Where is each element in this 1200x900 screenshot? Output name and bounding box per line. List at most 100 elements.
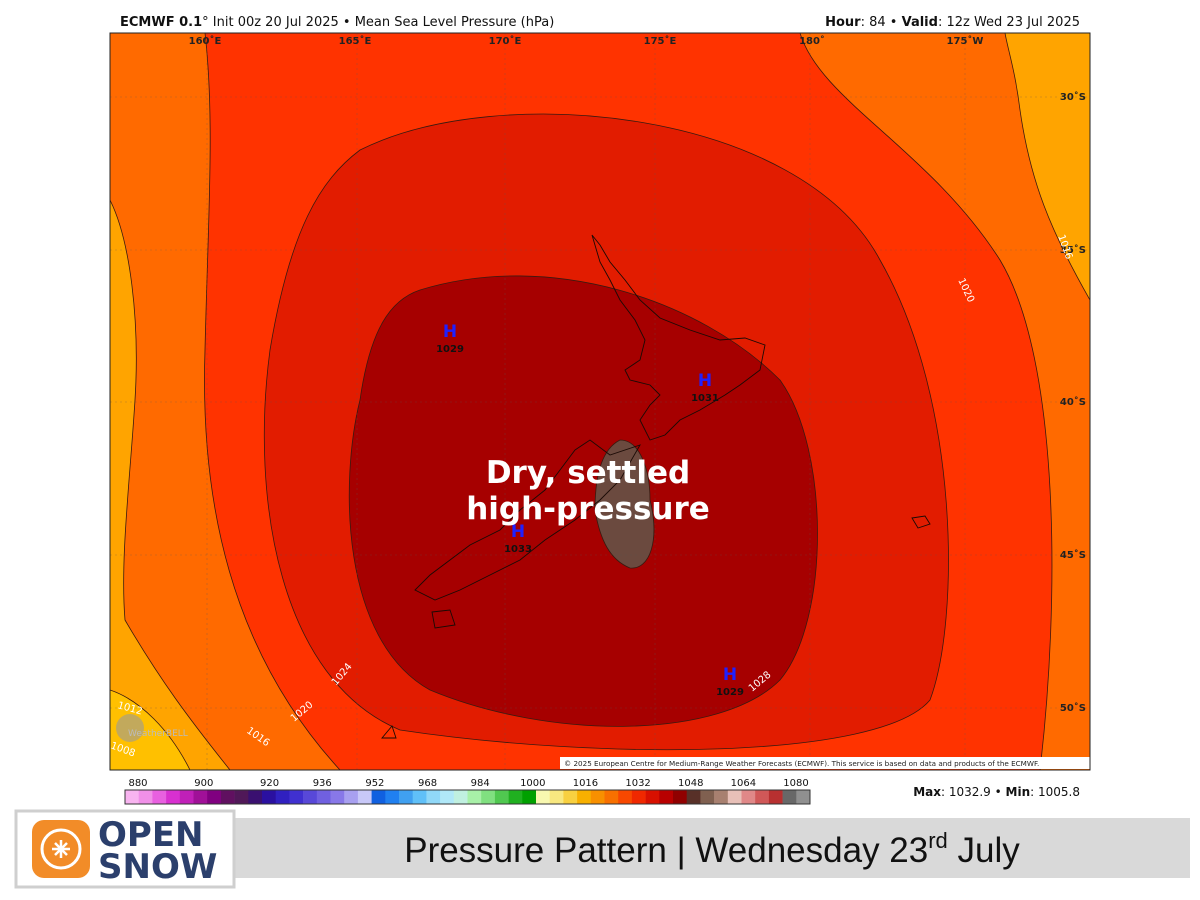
south-island (414, 439, 641, 601)
colorbar-swatch (508, 790, 523, 804)
colorbar-swatch (686, 790, 701, 804)
colorbar-frame (124, 789, 811, 805)
valid-value: : 12z Wed 23 Jul 2025 (938, 15, 1080, 30)
caption-bar (235, 818, 1190, 878)
colorbar-swatch (357, 790, 372, 804)
high-value: 1031 (691, 393, 719, 404)
hour-label: Hour (825, 15, 861, 30)
chatham-islands (911, 515, 931, 529)
watermark-logo (116, 714, 144, 742)
min-label: Min (1006, 785, 1031, 799)
latitude-label: 40˚S (1060, 396, 1086, 408)
auckland-islands (381, 725, 397, 739)
longitude-label: 170˚E (489, 35, 522, 47)
annotation: high-pressure (466, 491, 710, 527)
colorbar-swatch (700, 790, 715, 804)
colorbar-tick-label: 936 (313, 778, 332, 789)
colorbar-swatch (316, 790, 331, 804)
colorbar-swatch (344, 790, 359, 804)
colorbar-swatch (577, 790, 592, 804)
colorbar-swatch (234, 790, 249, 804)
copyright: © 2025 European Centre for Medium-Range … (564, 759, 1039, 768)
colorbar-swatch (549, 790, 564, 804)
colorbar-swatch (522, 790, 537, 804)
colorbar-swatch (440, 790, 455, 804)
colorbar-tick-label: 1048 (678, 778, 703, 789)
colorbar-tick-label: 1080 (783, 778, 808, 789)
colorbar-swatch (207, 790, 222, 804)
model: ECMWF 0.1 (120, 15, 202, 30)
colorbar-swatch (330, 790, 345, 804)
colorbar-swatch (755, 790, 770, 804)
latitude-label: 50˚S (1060, 702, 1086, 714)
colorbar-swatch (220, 790, 235, 804)
colorbar-swatch (563, 790, 578, 804)
colorbar-swatch (673, 790, 687, 804)
longitude-label: 175˚W (947, 35, 984, 47)
band-1032 (594, 439, 655, 569)
colorbar-swatch (604, 790, 619, 804)
colorbar-swatch (152, 790, 167, 804)
colorbar-swatch (727, 790, 742, 804)
logo-icon-ring (40, 828, 82, 870)
band-1012 (1004, 33, 1090, 301)
colorbar-swatch (248, 790, 263, 804)
colorbar-swatch (714, 790, 729, 804)
colorbar-swatch (125, 790, 139, 804)
hour-value: : 84 • (861, 15, 902, 30)
colorbar-tick-label: 1032 (625, 778, 650, 789)
colorbar-swatch (796, 790, 811, 804)
high-value: 1029 (436, 344, 464, 355)
colorbar-swatch (262, 790, 276, 804)
max-value: : 1032.9 • (941, 785, 1006, 799)
graticule (110, 33, 1090, 770)
description: ° Init 00z 20 Jul 2025 • Mean Sea Level … (202, 15, 554, 30)
colorbar-swatch (590, 790, 605, 804)
copyright-box (560, 757, 1090, 769)
colorbar-swatch (645, 790, 660, 804)
latitude-label: 35˚S (1060, 244, 1086, 256)
high-value: 1033 (504, 544, 532, 555)
high-value: 1029 (716, 687, 744, 698)
logo-text: SNOW (98, 847, 217, 887)
watermark-text: WeatherBELL (128, 729, 188, 739)
colorbar-tick-label: 1016 (573, 778, 598, 789)
caption: Pressure Pattern | Wednesday 23rd July (404, 828, 1020, 870)
header-right: Hour: 84 • Valid: 12z Wed 23 Jul 2025 (825, 15, 1080, 30)
header-left: ECMWF 0.1° Init 00z 20 Jul 2025 • Mean S… (120, 15, 554, 30)
longitude-label: 180˚ (799, 35, 825, 47)
colorbar-swatch (741, 790, 756, 804)
caption-end: July (948, 831, 1020, 870)
colorbar-swatch (371, 790, 386, 804)
colorbar-swatch (138, 790, 153, 804)
colorbar-swatch (618, 790, 633, 804)
colorbar-swatch (289, 790, 304, 804)
stats: Max: 1032.9 • Min: 1005.8 (913, 785, 1080, 799)
colorbar-tick-label: 880 (128, 778, 147, 789)
coastline (381, 234, 931, 739)
colorbar-swatch (303, 790, 318, 804)
colorbar-swatch (659, 790, 674, 804)
colorbar-swatch (494, 790, 509, 804)
annotation: Dry, settled (486, 455, 690, 491)
colorbar: 880 900 920 936 952 968 984 1000 1016 1032 1048 106… (124, 778, 811, 805)
colorbar-tick-label: 920 (260, 778, 279, 789)
logo-text: OPEN (98, 815, 204, 855)
logo-icon-flake (52, 840, 70, 858)
map: WeatherBELL © 2025 European Centre for M… (110, 33, 1090, 770)
colorbar-swatch (399, 790, 413, 804)
colorbar-swatch (453, 790, 468, 804)
colorbar-swatch (467, 790, 482, 804)
high-symbol: H (698, 371, 712, 391)
colorbar-swatch (385, 790, 400, 804)
colorbar-tick-label: 1000 (520, 778, 545, 789)
latitude-label: 45˚S (1060, 549, 1086, 561)
colorbar-tick-label: 900 (194, 778, 213, 789)
latitude-label: 30˚S (1060, 91, 1086, 103)
colorbar-tick-label: 1064 (731, 778, 756, 789)
colorbar-swatch (412, 790, 427, 804)
min-value: : 1005.8 (1030, 785, 1080, 799)
colorbar-swatch (631, 790, 646, 804)
colorbar-swatch (536, 790, 550, 804)
